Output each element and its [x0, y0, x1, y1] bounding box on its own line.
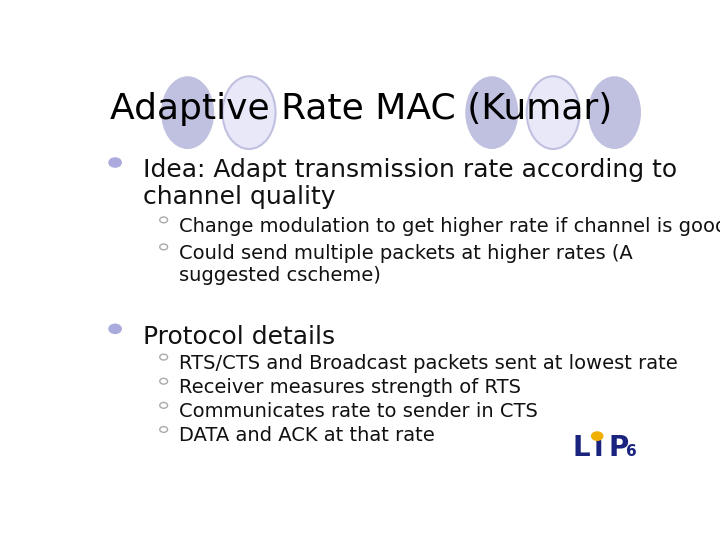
Text: DATA and ACK at that rate: DATA and ACK at that rate — [179, 426, 435, 445]
Circle shape — [109, 324, 121, 333]
Text: Change modulation to get higher rate if channel is good: Change modulation to get higher rate if … — [179, 217, 720, 235]
Ellipse shape — [465, 76, 518, 149]
Text: L: L — [572, 434, 590, 462]
Circle shape — [109, 158, 121, 167]
Ellipse shape — [222, 76, 276, 149]
Ellipse shape — [161, 76, 214, 149]
Text: Could send multiple packets at higher rates (A: Could send multiple packets at higher ra… — [179, 244, 633, 262]
Ellipse shape — [588, 76, 641, 149]
Text: i: i — [594, 434, 603, 462]
Text: P: P — [609, 434, 629, 462]
Text: Receiver measures strength of RTS: Receiver measures strength of RTS — [179, 378, 521, 397]
Text: Adaptive Rate MAC (Kumar): Adaptive Rate MAC (Kumar) — [109, 92, 612, 126]
Text: Communicates rate to sender in CTS: Communicates rate to sender in CTS — [179, 402, 538, 421]
Ellipse shape — [526, 76, 580, 149]
Text: channel quality: channel quality — [143, 185, 336, 210]
Text: Idea: Adapt transmission rate according to: Idea: Adapt transmission rate according … — [143, 158, 677, 183]
Text: 6: 6 — [626, 443, 636, 458]
Text: Protocol details: Protocol details — [143, 325, 335, 349]
Text: RTS/CTS and Broadcast packets sent at lowest rate: RTS/CTS and Broadcast packets sent at lo… — [179, 354, 678, 373]
Circle shape — [592, 432, 603, 440]
Text: suggested cscheme): suggested cscheme) — [179, 266, 381, 286]
